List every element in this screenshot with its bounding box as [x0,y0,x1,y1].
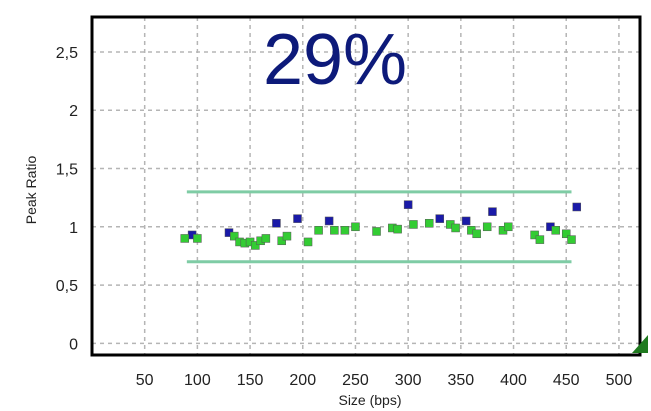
data-point [193,234,202,243]
x-tick-label: 100 [184,372,211,389]
data-point [293,214,302,223]
x-tick-label: 150 [237,372,264,389]
data-point [535,235,545,244]
x-tick-label: 500 [606,372,633,389]
data-point [393,224,402,234]
x-tick-label: 450 [553,372,580,389]
data-point [488,207,497,216]
data-point [551,226,560,235]
y-tick-label: 1,5 [56,162,78,179]
data-point [461,216,471,226]
y-tick-label: 0,5 [56,278,78,295]
data-point [572,202,582,212]
data-point [330,226,339,235]
x-tick-label: 400 [500,372,527,389]
data-point [372,227,381,236]
data-point [272,219,281,228]
data-point [180,234,189,243]
data-point [282,231,292,241]
y-tick-label: 2 [69,103,78,120]
plot-frame [90,15,642,357]
data-point [435,214,445,223]
data-point [403,200,413,209]
data-point [261,234,271,243]
data-point [409,220,418,229]
x-tick-label: 250 [342,372,369,389]
data-point [530,230,539,240]
data-point [451,223,460,233]
data-point [251,241,260,250]
data-point [561,229,571,239]
data-point [504,222,513,232]
data-points [180,200,582,250]
y-axis-label: Peak Ratio [23,156,39,225]
data-point [314,226,323,235]
y-tick-label: 1 [69,220,78,237]
x-axis-label: Size (bps) [338,392,401,408]
x-tick-label: 200 [289,372,316,389]
y-tick-label: 2,5 [56,45,78,62]
data-point [277,236,286,246]
x-tick-label: 50 [136,372,154,389]
threshold-lines [186,190,572,264]
data-point [351,222,360,232]
data-point [324,216,334,226]
x-tick-label: 350 [447,372,474,389]
data-point [482,222,492,232]
x-tick-label: 300 [395,372,422,389]
corner-triangle-icon [632,335,648,353]
tick-labels: 50 100 150 200 250 300 350 400 450 500 0 0,5 1 1,5 2 2,… [56,45,633,389]
data-point [303,237,313,247]
data-point [567,235,576,244]
data-point [472,229,481,239]
y-tick-label: 0 [69,336,78,353]
data-point [230,231,239,241]
data-point [424,219,434,228]
percentage-annotation: 29% [263,20,407,100]
data-point [340,226,350,235]
